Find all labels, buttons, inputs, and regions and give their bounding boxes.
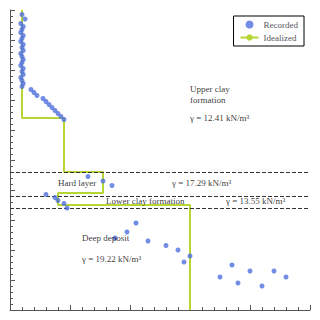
svg-text:Upper clay: Upper clay	[190, 84, 230, 94]
svg-text:γ = 13.55 kN/m³: γ = 13.55 kN/m³	[225, 196, 286, 206]
svg-text:Recorded: Recorded	[264, 20, 299, 30]
svg-text:Idealized: Idealized	[264, 33, 297, 43]
svg-text:Deep deposit: Deep deposit	[82, 233, 130, 243]
svg-text:Lower clay formation: Lower clay formation	[106, 196, 185, 206]
svg-text:γ = 17.29 kN/m³: γ = 17.29 kN/m³	[171, 178, 232, 188]
svg-text:γ = 12.41 kN/m³: γ = 12.41 kN/m³	[189, 113, 250, 123]
svg-text:Hard layer: Hard layer	[58, 178, 96, 188]
svg-text:formation: formation	[190, 95, 226, 105]
svg-text:γ = 19.22 kN/m³: γ = 19.22 kN/m³	[81, 254, 142, 264]
